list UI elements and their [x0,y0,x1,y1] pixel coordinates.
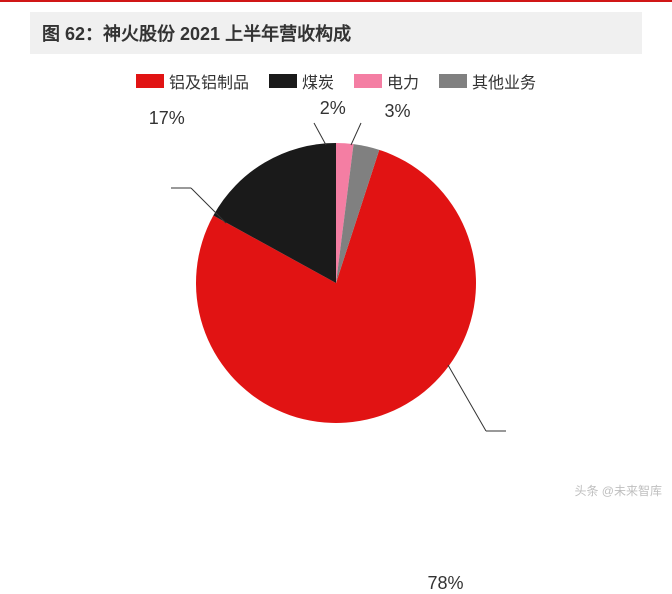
leader-line [314,123,326,145]
legend-label: 其他业务 [472,69,536,93]
legend-label: 铝及铝制品 [169,69,249,93]
legend-marker-icon [269,74,297,88]
pie-percent-label-0: 78% [428,573,464,594]
legend-item-1: 煤炭 [269,69,334,93]
legend-label: 电力 [387,69,419,93]
legend-marker-icon [439,74,467,88]
legend-marker-icon [354,74,382,88]
leader-line [351,123,361,145]
legend-item-3: 其他业务 [439,69,536,93]
watermark-text: 头条 @未来智库 [574,482,662,499]
title-bar: 图 62：神火股份 2021 上半年营收构成 [30,12,642,54]
pie-wrap: 78%17%2%3% [196,143,476,423]
chart-area: 78%17%2%3% [30,113,642,453]
legend-label: 煤炭 [302,69,334,93]
pie-percent-label-1: 17% [149,108,185,129]
legend: 铝及铝制品 煤炭 电力 其他业务 [30,69,642,93]
legend-marker-icon [136,74,164,88]
legend-item-0: 铝及铝制品 [136,69,249,93]
pie-percent-label-2: 2% [320,98,346,119]
pie-percent-label-3: 3% [385,101,411,122]
legend-item-2: 电力 [354,69,419,93]
pie-chart [196,143,476,423]
chart-title: 图 62：神火股份 2021 上半年营收构成 [42,20,630,46]
chart-container: 图 62：神火股份 2021 上半年营收构成 铝及铝制品 煤炭 电力 其他业务 78%… [0,0,672,503]
